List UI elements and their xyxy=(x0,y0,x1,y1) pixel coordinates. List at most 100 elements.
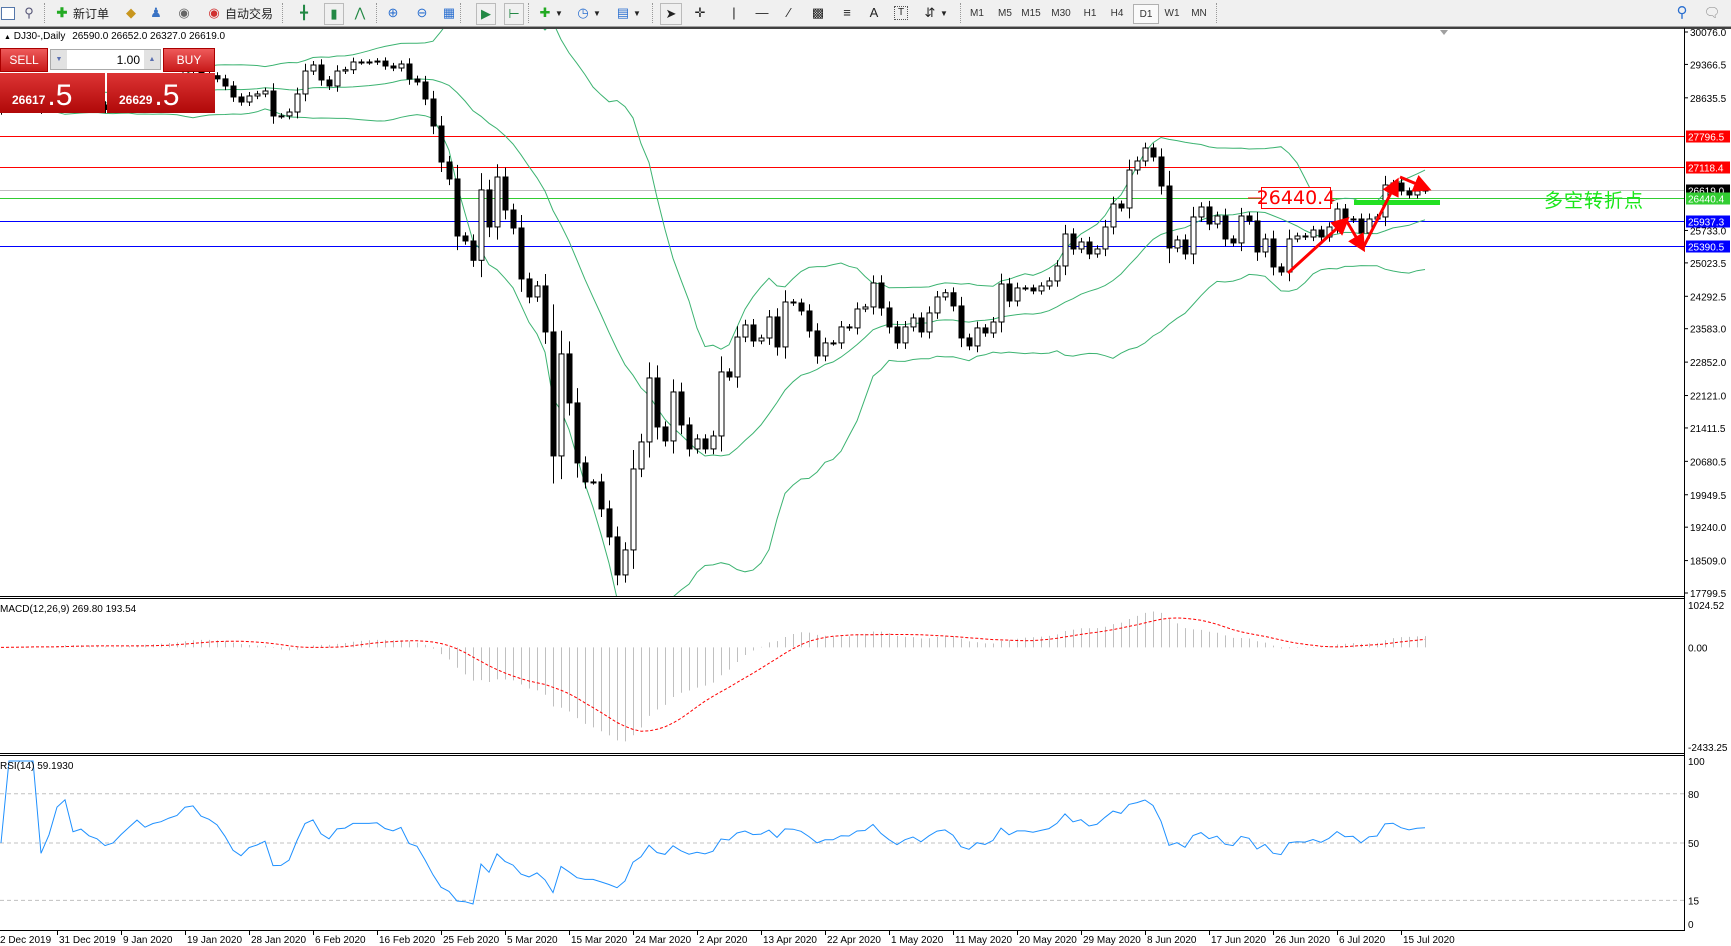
line-chart-button[interactable]: ⋀ xyxy=(352,3,368,23)
candle[interactable] xyxy=(566,341,573,416)
candle[interactable] xyxy=(934,291,941,319)
candle[interactable] xyxy=(790,299,797,306)
candle[interactable] xyxy=(1158,148,1165,195)
candle[interactable] xyxy=(262,87,269,98)
candle[interactable] xyxy=(854,302,861,335)
market-watch-button[interactable]: ⚲ xyxy=(21,3,37,23)
candle[interactable] xyxy=(1302,233,1309,240)
zoom-out-button[interactable]: ⊖ xyxy=(414,3,430,23)
candle[interactable] xyxy=(758,334,765,345)
candle[interactable] xyxy=(430,90,437,135)
candle[interactable] xyxy=(462,232,469,245)
periods-button[interactable]: ◷ ▼ xyxy=(575,3,601,23)
candle[interactable] xyxy=(814,323,821,364)
candle[interactable] xyxy=(446,155,453,186)
lot-size-stepper[interactable]: ▼ 1.00 ▲ xyxy=(50,49,161,70)
candle[interactable] xyxy=(542,273,549,344)
candle[interactable] xyxy=(414,75,421,86)
candle[interactable] xyxy=(590,479,597,485)
candle[interactable] xyxy=(1350,216,1357,223)
candle[interactable] xyxy=(1054,260,1061,287)
horizontal-line-button[interactable]: — xyxy=(754,3,770,23)
channel-button[interactable]: ▩ xyxy=(810,3,826,23)
timeframe-m30[interactable]: M30 xyxy=(1051,7,1071,19)
candle[interactable] xyxy=(1166,170,1173,264)
candle[interactable] xyxy=(526,272,533,304)
candle[interactable] xyxy=(1046,277,1053,290)
drawn-annotations[interactable] xyxy=(1248,175,1440,275)
zigzag-arrow-up-1[interactable] xyxy=(1286,216,1350,275)
navigator-button[interactable]: ♟ xyxy=(148,3,164,23)
candle[interactable] xyxy=(302,63,309,102)
candle[interactable] xyxy=(606,500,613,546)
candle[interactable] xyxy=(726,368,733,381)
candle[interactable] xyxy=(886,301,893,334)
candle[interactable] xyxy=(374,58,381,65)
new-chart-button[interactable] xyxy=(1,3,15,23)
candle[interactable] xyxy=(894,320,901,349)
candle[interactable] xyxy=(1126,159,1133,219)
tile-windows-button[interactable]: ▦ xyxy=(441,3,457,23)
auto-scroll-button[interactable]: ▶ xyxy=(476,3,496,25)
decrease-lot-icon[interactable]: ▼ xyxy=(51,50,67,69)
candle[interactable] xyxy=(1070,228,1077,255)
candle[interactable] xyxy=(958,296,965,348)
trendline-button[interactable]: ∕ xyxy=(781,3,797,23)
candle[interactable] xyxy=(1214,211,1221,229)
candle[interactable] xyxy=(1254,212,1261,261)
candle[interactable] xyxy=(294,87,301,119)
time-axis[interactable]: 2 Dec 2019 31 Dec 2019 9 Jan 2020 19 Jan 20… xyxy=(0,931,1455,946)
buy-button[interactable]: BUY xyxy=(163,48,215,72)
candle[interactable] xyxy=(774,308,781,356)
candle[interactable] xyxy=(926,306,933,339)
candle[interactable] xyxy=(1238,207,1245,252)
candle[interactable] xyxy=(1062,224,1069,276)
candle[interactable] xyxy=(502,167,509,220)
timeframe-d1[interactable]: D1 xyxy=(1133,4,1159,24)
candle[interactable] xyxy=(238,93,245,106)
candle[interactable] xyxy=(982,324,989,337)
macd-panel[interactable]: MACD(12,26,9) 269.80 193.54 1024.52 0.00 -2… xyxy=(0,601,1728,754)
candle[interactable] xyxy=(510,203,517,235)
candle[interactable] xyxy=(398,60,405,72)
candle[interactable] xyxy=(1270,230,1277,276)
candle[interactable] xyxy=(1006,277,1013,308)
timeframe-m1[interactable]: M1 xyxy=(970,7,984,19)
candle[interactable] xyxy=(1110,196,1117,235)
text-label-button[interactable]: T xyxy=(894,3,908,23)
candle[interactable] xyxy=(222,74,229,91)
candle[interactable] xyxy=(518,215,525,292)
candle[interactable] xyxy=(1414,187,1421,199)
candle[interactable] xyxy=(278,113,285,119)
candle[interactable] xyxy=(822,337,829,362)
chart-shift-button[interactable]: ⊢ xyxy=(504,3,524,25)
templates-button[interactable]: ▤ ▼ xyxy=(615,3,641,23)
price-text-label[interactable]: 26440.4 xyxy=(1256,187,1336,209)
zoom-in-button[interactable]: ⊕ xyxy=(385,3,401,23)
candle[interactable] xyxy=(862,303,869,313)
candle[interactable] xyxy=(878,275,885,316)
candle[interactable] xyxy=(1406,187,1413,199)
candle[interactable] xyxy=(582,456,589,489)
candle[interactable] xyxy=(1094,245,1101,258)
turning-point-note[interactable]: 多空转折点 xyxy=(1544,190,1645,212)
fibonacci-button[interactable]: ≡ xyxy=(839,3,855,23)
candle[interactable] xyxy=(534,280,541,302)
candle[interactable] xyxy=(910,313,917,332)
rsi-panel[interactable]: RSI(14) 59.1930 100 80 50 15 0 xyxy=(0,757,1705,931)
candle[interactable] xyxy=(942,289,949,301)
candle[interactable] xyxy=(478,173,485,278)
candle[interactable] xyxy=(686,417,693,457)
candle[interactable] xyxy=(318,59,325,86)
candle[interactable] xyxy=(1174,235,1181,253)
vertical-line-button[interactable]: | xyxy=(726,3,742,23)
candle[interactable] xyxy=(766,310,773,345)
candle[interactable] xyxy=(334,65,341,92)
candle[interactable] xyxy=(1150,143,1157,162)
candle[interactable] xyxy=(646,362,653,458)
candle[interactable] xyxy=(1278,263,1285,276)
lot-size-input[interactable]: 1.00 xyxy=(116,52,140,67)
candle[interactable] xyxy=(1230,235,1237,247)
indicators-button[interactable]: ✚ ▼ xyxy=(537,3,563,23)
